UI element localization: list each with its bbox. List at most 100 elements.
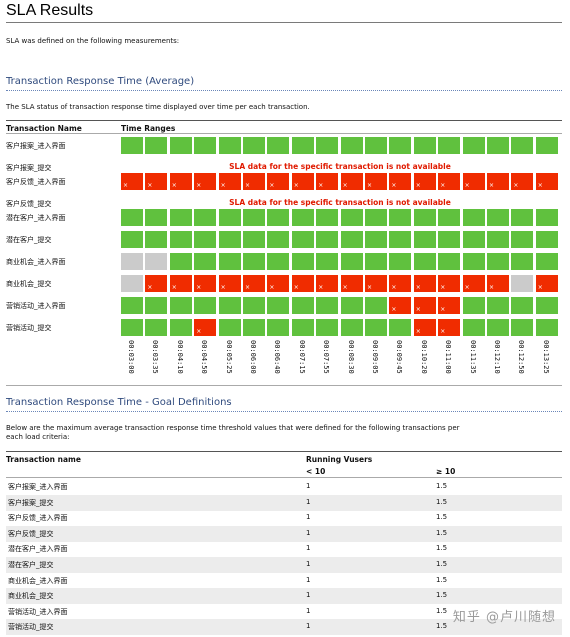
sla-cell-fail: × (487, 275, 509, 292)
sla-cell-pass (267, 209, 290, 226)
sla-cell-fail: × (218, 275, 241, 292)
threshold-lt-10: 1 (306, 560, 311, 568)
fail-mark-icon: × (440, 328, 446, 335)
sla-cell-pass (438, 209, 461, 226)
threshold-lt-10: 1 (306, 497, 311, 506)
sla-cell-pass (462, 231, 485, 248)
sla-cell-pass (487, 319, 509, 336)
time-tick-label: 00:11:35 (468, 340, 477, 374)
table-row: 客户反馈_进入界面 1 1.5 (6, 510, 562, 526)
time-tick-label: 00:09:45 (395, 340, 404, 374)
sla-cell-fail: × (218, 173, 241, 190)
fail-mark-icon: × (440, 306, 446, 313)
sla-cell-fail: × (389, 297, 412, 314)
time-tick-label: 00:03:00 (127, 340, 135, 374)
fail-mark-icon: × (415, 306, 421, 313)
fail-mark-icon: × (342, 182, 348, 189)
sla-cell-pass (218, 137, 241, 154)
threshold-lt-10: 1 (306, 591, 311, 600)
threshold-ge-10: 1.5 (436, 560, 448, 568)
sla-cell-fail: × (389, 275, 412, 292)
fail-mark-icon: × (245, 182, 251, 189)
time-tick-label: 00:11:00 (444, 340, 453, 374)
threshold-ge-10: 1.5 (436, 497, 448, 506)
fail-mark-icon: × (269, 284, 275, 291)
column-header-ge-10: ≥ 10 (436, 467, 456, 476)
table-row: 客户反馈_提交 1 1.5 (6, 525, 562, 542)
fail-mark-icon: × (245, 284, 251, 291)
sla-cell-pass (218, 253, 241, 270)
sla-cell-fail: × (438, 297, 461, 314)
threshold-lt-10: 1 (306, 575, 311, 584)
sla-cell-pass (462, 319, 485, 336)
time-tick: 00:07:15 (297, 340, 307, 382)
sla-cell-pass (535, 209, 558, 226)
sla-cell-pass (438, 253, 461, 270)
threshold-lt-10: 1 (306, 606, 311, 615)
goal-table-top-border (6, 451, 562, 452)
sla-cell-fail: × (121, 173, 143, 190)
sla-cell-pass (267, 137, 290, 154)
time-tick: 00:10:20 (419, 340, 429, 382)
sla-cell-fail: × (535, 173, 558, 190)
sla-cell-pass (169, 297, 192, 314)
sla-cell-fail: × (462, 173, 485, 190)
sla-cell-pass (316, 297, 339, 314)
time-tick: 00:12:10 (492, 340, 502, 382)
fail-mark-icon: × (147, 284, 153, 291)
transaction-name: 客户反馈_提交 (6, 200, 52, 208)
table-row: 商业机会_提交 1 1.5 (6, 588, 562, 605)
fail-mark-icon: × (464, 182, 470, 189)
sla-cell-pass (365, 297, 387, 314)
transaction-name: 客户反馈_提交 (8, 529, 54, 538)
threshold-lt-10: 1 (306, 528, 311, 537)
fail-mark-icon: × (171, 182, 177, 189)
sla-cell-pass (194, 137, 217, 154)
sla-cell-pass (365, 231, 387, 248)
fail-mark-icon: × (196, 328, 202, 335)
sla-cell-fail: × (340, 275, 363, 292)
fail-mark-icon: × (171, 284, 177, 291)
fail-mark-icon: × (318, 284, 324, 291)
sla-cell-pass (365, 209, 387, 226)
fail-mark-icon: × (440, 182, 446, 189)
sla-cell-fail: × (365, 275, 387, 292)
sla-cell-pass (316, 137, 339, 154)
sla-cell-pass (291, 297, 314, 314)
time-tick-label: 00:12:50 (517, 340, 526, 374)
threshold-ge-10: 1.5 (436, 482, 448, 490)
goal-description-line-1: Below are the maximum average transactio… (6, 424, 460, 432)
fail-mark-icon: × (342, 284, 348, 291)
sla-cell-fail: × (462, 275, 485, 292)
time-tick-label: 00:04:50 (200, 340, 209, 374)
sla-cell-fail: × (194, 173, 217, 190)
sla-cell-fail: × (291, 173, 314, 190)
fail-mark-icon: × (415, 328, 421, 335)
sla-cell-pass (413, 231, 436, 248)
sla-cell-pass (487, 137, 509, 154)
sla-cell-pass (511, 231, 534, 248)
fail-mark-icon: × (537, 284, 543, 291)
sla-cell-pass (121, 137, 143, 154)
section-description: The SLA status of transaction response t… (6, 103, 310, 111)
sla-cell-fail: × (511, 173, 534, 190)
time-tick-label: 00:06:00 (249, 340, 257, 374)
sla-cell-pass (145, 231, 168, 248)
sla-cell-pass (267, 231, 290, 248)
time-tick-label: 00:13:25 (541, 340, 550, 374)
time-tick-label: 00:07:15 (297, 340, 306, 374)
sla-cell-fail: × (243, 275, 265, 292)
title-divider (6, 22, 562, 23)
column-header-transaction-name: Transaction name (6, 455, 81, 464)
intro-text: SLA was defined on the following measure… (6, 37, 180, 45)
sla-cell-pass (169, 209, 192, 226)
sla-cell-fail: × (316, 275, 339, 292)
sla-cell-pass (340, 209, 363, 226)
time-tick: 00:13:25 (541, 340, 551, 382)
sla-cell-pass (487, 209, 509, 226)
sla-cell-pass (462, 297, 485, 314)
transaction-name: 营销活动_提交 (6, 324, 52, 332)
sla-cell-fail: × (267, 275, 290, 292)
fail-mark-icon: × (147, 182, 153, 189)
transaction-name: 客户反馈_进入界面 (8, 514, 68, 523)
